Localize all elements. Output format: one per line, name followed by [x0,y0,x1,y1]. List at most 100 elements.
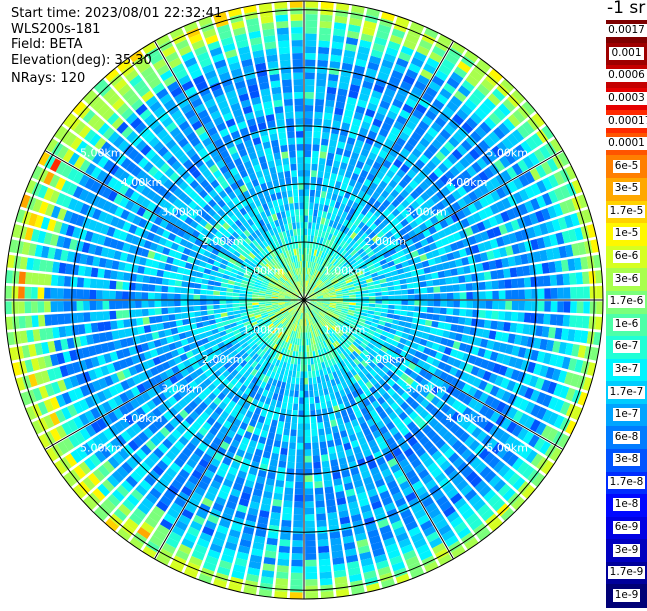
ray-gate-cell [290,579,302,586]
ray-gate-cell [64,301,71,311]
ray-gate-cell [297,365,300,372]
ray-gate-cell [320,578,333,585]
ray-gate-cell [220,287,227,291]
ray-gate-cell [314,203,319,210]
ray-gate-cell [209,319,216,324]
ray-gate-cell [285,488,294,495]
ray-gate-cell [556,274,563,286]
ray-gate-cell [325,486,334,494]
ray-gate-cell [286,475,294,482]
ray-gate-cell [109,311,116,320]
ray-gate-cell [326,499,336,507]
ray-gate-cell [542,263,550,274]
ray-gate-cell [314,481,322,488]
ray-gate-cell [183,325,191,332]
ray-gate-cell [305,112,313,119]
ray-gate-cell [281,382,286,389]
ray-gate-cell [319,565,331,572]
ray-gate-cell [313,138,320,145]
ray-gate-cell [265,296,272,298]
ray-gate-cell [309,345,312,352]
ray-gate-cell [327,512,337,520]
ray-gate-cell [181,288,188,294]
ray-gate-cell [197,266,205,272]
ray-gate-cell [375,292,382,296]
ray-gate-cell [431,321,438,328]
ray-gate-cell [233,304,240,307]
ray-gate-cell [201,316,208,321]
ray-gate-cell [290,429,296,436]
ray-gate-cell [439,278,446,285]
ray-gate-cell [299,397,303,404]
ray-gate-cell [57,314,64,325]
ray-gate-cell [150,324,158,332]
ray-gate-cell [369,297,376,300]
ray-gate-cell [305,105,313,112]
ray-gate-cell [330,133,338,141]
ray-gate-cell [397,268,404,274]
ray-gate-cell [163,271,170,278]
ray-gate-cell [144,267,152,275]
ray-gate-cell [320,8,333,15]
ray-gate-cell [320,572,332,579]
ray-gate-cell [401,295,408,299]
ray-gate-cell [291,357,295,364]
ray-gate-cell [498,311,505,320]
ray-gate-cell [577,287,584,299]
ray-gate-cell [307,248,310,255]
ray-gate-cell [221,313,228,318]
ray-gate-cell [373,280,380,285]
ray-gate-cell [287,403,292,410]
ray-gate-cell [226,292,233,296]
ray-gate-cell [313,377,317,384]
ray-gate-cell [208,315,215,320]
ray-gate-cell [305,579,317,586]
ray-gate-cell [517,278,524,288]
ray-gate-cell [452,276,459,283]
ray-gate-cell [38,301,45,312]
ray-gate-cell [296,371,300,378]
ray-gate-cell [200,306,207,311]
ray-gate-cell [394,310,401,315]
ray-gate-cell [314,118,322,125]
ray-gate-cell [398,274,405,280]
ray-gate-cell [444,270,452,277]
ray-gate-cell [233,289,240,293]
ray-gate-cell [306,255,308,262]
ray-gate-cell [425,274,432,281]
ray-gate-cell [123,319,130,327]
ray-gate-cell [311,164,317,171]
ray-gate-cell [293,534,303,541]
ray-gate-cell [122,301,129,309]
ray-gate-cell [518,289,525,299]
ray-gate-cell [169,321,176,328]
ray-gate-cell [312,442,319,449]
ray-gate-cell [570,287,577,299]
ray-gate-cell [310,196,315,203]
ray-gate-cell [538,301,545,311]
ray-gate-cell [312,436,318,443]
ray-gate-cell [213,296,220,300]
ray-gate-cell [386,277,393,282]
ray-gate-cell [305,521,315,528]
ray-gate-cell [397,326,404,332]
ray-gate-cell [284,422,290,429]
ray-gate-cell [497,269,505,278]
ray-gate-cell [183,269,191,276]
ray-gate-cell [420,288,427,294]
ray-gate-cell [233,310,240,314]
ray-gate-cell [316,86,326,93]
ray-gate-cell [305,436,311,443]
ray-gate-cell [420,307,427,313]
ray-gate-cell [31,287,38,299]
ray-gate-cell [423,267,431,274]
ray-gate-cell [277,565,289,572]
ray-gate-cell [368,285,375,289]
ray-gate-cell [77,289,84,299]
ray-gate-cell [319,559,331,566]
ray-gate-cell [305,566,317,573]
ray-gate-cell [196,322,203,328]
ray-gate-cell [463,326,471,334]
ray-gate-cell [317,422,323,429]
